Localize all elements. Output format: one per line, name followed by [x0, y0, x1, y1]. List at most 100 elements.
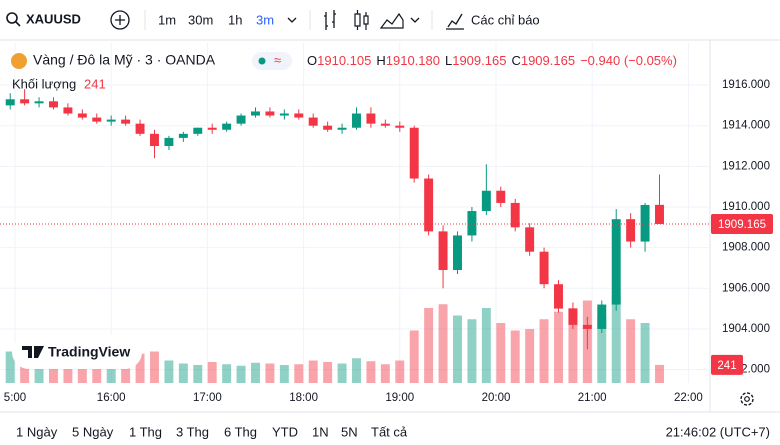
symbol[interactable]: XAUUSD [26, 11, 81, 26]
candle-body [655, 204, 664, 224]
volume-bar [611, 296, 621, 383]
area-icon[interactable] [379, 12, 404, 29]
volume-bar [366, 361, 376, 383]
candle-body [236, 115, 246, 124]
volume-bar [496, 323, 506, 383]
candle-body [279, 113, 289, 116]
volume-label: Khối lượng [12, 76, 76, 91]
candle-body [510, 202, 520, 228]
candle-body [164, 137, 174, 147]
candle-body [640, 204, 650, 242]
label: L [445, 53, 452, 68]
candle-body [582, 324, 592, 329]
volume-bar [164, 360, 174, 383]
status-pill[interactable] [252, 52, 292, 70]
logo: TradingView [12, 335, 142, 369]
indicators[interactable]: Các chỉ báo [471, 12, 540, 27]
y-tick-label: 1916.000 [722, 79, 770, 91]
range-button[interactable]: Tất cả [371, 424, 408, 439]
candles-icon[interactable] [354, 10, 369, 30]
interval[interactable]: 1m [158, 12, 176, 27]
volume-bar [352, 358, 361, 383]
volume-bar [251, 362, 260, 383]
bars-icon[interactable] [324, 10, 336, 30]
x-tick-label: 18:00 [289, 392, 318, 404]
volume-bar [207, 362, 217, 383]
y-tick-label: 1912.000 [722, 160, 770, 172]
volume-bar [308, 360, 318, 383]
volume-bar [481, 308, 491, 383]
candle-body [352, 113, 361, 128]
logo-badge[interactable] [12, 335, 142, 369]
last-price-box [711, 213, 773, 234]
volume-bar [121, 358, 131, 383]
search-icon [15, 21, 21, 27]
volume-bar [5, 351, 15, 383]
candle-body [106, 119, 116, 122]
interval[interactable]: 30m [188, 12, 213, 27]
interval-active[interactable]: 3m [256, 12, 274, 27]
candle-body [424, 178, 434, 232]
settings[interactable] [740, 392, 754, 406]
candle-body [5, 99, 15, 106]
search-icon[interactable] [6, 12, 18, 24]
plot: 1902.0001904.0001906.0001908.0001910.000… [0, 42, 773, 404]
volume-bar [294, 364, 304, 383]
x-tick-label: 21:00 [578, 392, 607, 404]
label: H [376, 53, 385, 68]
toolbar: XAUUSD 1m 30m 1h 3m Các chỉ báo [6, 10, 540, 30]
candle-body [611, 219, 621, 305]
open: 1910.105 [317, 53, 371, 68]
compare-button[interactable] [110, 10, 130, 30]
indicators-icon[interactable] [446, 13, 464, 30]
x-tick-label: 16:00 [97, 392, 126, 404]
candle-body [467, 211, 477, 236]
volume-bar [424, 308, 434, 383]
candle-body [77, 113, 87, 118]
chevron[interactable] [287, 17, 297, 23]
volume-bar [539, 319, 549, 383]
range-button[interactable]: YTD [272, 424, 298, 439]
candle-body [63, 107, 73, 114]
range-button[interactable]: 1 Thg [129, 424, 162, 439]
candle-body [380, 123, 390, 126]
delay-icon: ≈ [274, 52, 281, 67]
volume-bar [193, 365, 203, 383]
label: C [511, 53, 520, 68]
candle-body [207, 127, 217, 130]
symbol-icon [11, 53, 27, 69]
range-button[interactable]: 5 Ngày [72, 424, 114, 439]
logo-icon [22, 346, 44, 358]
candle-body [308, 117, 318, 126]
volume-bar [77, 363, 87, 383]
candle-body [366, 113, 376, 124]
chevron[interactable] [410, 17, 420, 23]
volume-bar [438, 304, 448, 383]
volume-bar [525, 329, 535, 383]
candle-body [554, 284, 563, 309]
close: 1909.165 [521, 53, 575, 68]
candle-body [395, 125, 405, 128]
candle-body [135, 123, 145, 134]
range-button[interactable]: 3 Thg [176, 424, 209, 439]
y-tick-label: 1906.000 [722, 282, 770, 294]
plus-icon [115, 15, 125, 25]
market-status [258, 57, 266, 65]
candle-body [626, 219, 636, 242]
interval[interactable]: 1h [228, 12, 242, 27]
last-volume-box [711, 354, 743, 375]
volume-bar [92, 360, 102, 383]
volume-bar [150, 351, 159, 383]
candle-body [597, 304, 607, 329]
range-button[interactable]: 1N [312, 424, 329, 439]
range-button[interactable]: 6 Thg [224, 424, 257, 439]
last-volume-label: 241 [717, 360, 736, 372]
clock: 21:46:02 (UTC+7) [666, 424, 770, 439]
volume-bar [655, 364, 664, 383]
range-button[interactable]: 5N [341, 424, 358, 439]
volume-bar [49, 356, 58, 383]
candle-body [121, 119, 131, 124]
y-tick-label: 1904.000 [722, 323, 770, 335]
range-button[interactable]: 1 Ngày [16, 424, 58, 439]
volume-bar [265, 363, 275, 383]
